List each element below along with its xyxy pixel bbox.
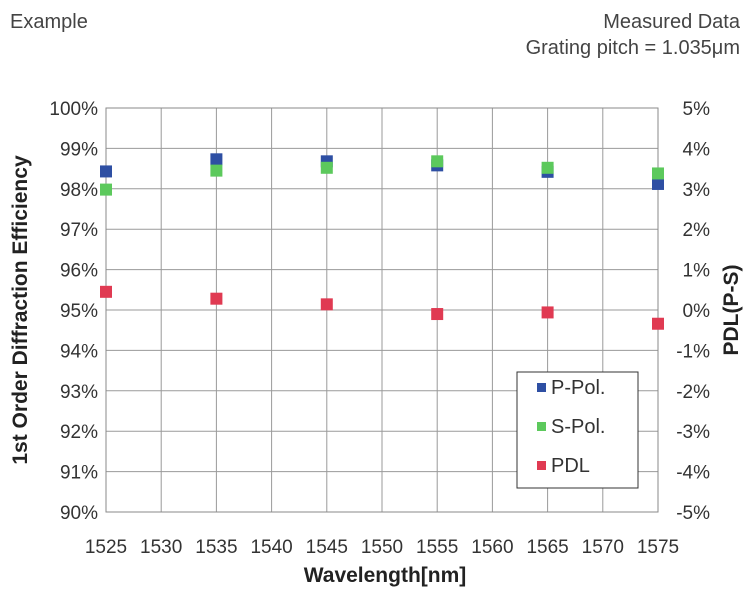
data-point-s-pol	[210, 164, 223, 177]
data-point-s-pol	[320, 161, 333, 174]
y2-axis-title: PDL(P-S)	[720, 265, 743, 356]
y2-axis-ticks: -5% -4% -3% -2% -1% 0% 1% 2% 3% 4% 5%	[676, 99, 710, 524]
legend-label-p-pol: P-Pol.	[551, 377, 605, 399]
data-point-s-pol	[652, 167, 664, 180]
x-tick-label: 1540	[250, 537, 292, 558]
x-axis-title: Wavelength[nm]	[304, 564, 467, 587]
y-tick-label: 93%	[60, 382, 98, 403]
y-tick-label: 98%	[60, 180, 98, 201]
x-tick-label: 1560	[471, 537, 513, 558]
x-tick-label: 1545	[306, 537, 348, 558]
x-tick-label: 1550	[361, 537, 403, 558]
legend: P-Pol. S-Pol. PDL	[516, 371, 639, 489]
y-tick-label: 91%	[60, 463, 98, 484]
y-axis-ticks: 90% 91% 92% 93% 94% 95% 96% 97% 98% 99% 100%	[49, 99, 98, 524]
data-point-pdl	[100, 285, 112, 298]
legend-marker-s-pol	[537, 422, 546, 431]
chart-caption-left: Example	[10, 11, 88, 33]
y-tick-label: 92%	[60, 422, 98, 443]
data-point-s-pol	[431, 155, 444, 168]
data-point-pdl	[320, 298, 333, 311]
y-tick-label: 99%	[60, 139, 98, 160]
x-tick-label: 1555	[416, 537, 458, 558]
legend-marker-pdl	[537, 461, 546, 470]
y-axis-title: 1st Order Diffraction Efficiency	[9, 155, 32, 465]
data-points	[100, 153, 664, 330]
y-tick-label: 100%	[49, 99, 98, 120]
x-tick-label: 1530	[140, 537, 182, 558]
y-tick-label: 96%	[60, 261, 98, 282]
x-tick-label: 1565	[526, 537, 568, 558]
y2-tick-label: 1%	[683, 261, 711, 282]
data-point-pdl	[541, 306, 554, 319]
chart-caption-right-line1: Measured Data	[603, 11, 740, 33]
y2-tick-label: 4%	[683, 139, 711, 160]
data-point-p-pol	[652, 177, 664, 190]
data-point-s-pol	[100, 183, 112, 196]
data-point-p-pol	[100, 165, 112, 178]
x-tick-label: 1570	[582, 537, 624, 558]
y2-tick-label: -1%	[676, 341, 710, 362]
chart-caption-right-line2: Grating pitch = 1.035μm	[525, 37, 740, 59]
y2-tick-label: 0%	[683, 301, 711, 322]
y2-tick-label: -2%	[676, 382, 710, 403]
y2-tick-label: 5%	[683, 99, 711, 120]
y-tick-label: 95%	[60, 301, 98, 322]
data-point-p-pol	[210, 153, 223, 166]
y2-tick-label: 3%	[683, 180, 711, 201]
legend-label-pdl: PDL	[551, 455, 590, 477]
legend-label-s-pol: S-Pol.	[551, 416, 605, 438]
data-point-pdl	[652, 317, 664, 330]
y2-tick-label: -3%	[676, 422, 710, 443]
y2-tick-label: 2%	[683, 220, 711, 241]
data-point-pdl	[210, 292, 223, 305]
plot-area-frame	[105, 107, 659, 513]
x-tick-label: 1535	[195, 537, 237, 558]
data-point-pdl	[431, 308, 444, 321]
data-point-s-pol	[541, 161, 554, 174]
y-tick-label: 90%	[60, 503, 98, 524]
y2-tick-label: -5%	[676, 503, 710, 524]
y-tick-label: 97%	[60, 220, 98, 241]
x-tick-label: 1525	[85, 537, 127, 558]
y-tick-label: 94%	[60, 341, 98, 362]
legend-marker-p-pol	[537, 383, 546, 392]
y2-tick-label: -4%	[676, 463, 710, 484]
x-tick-label: 1575	[637, 537, 679, 558]
x-axis-ticks: 1525 1530 1535 1540 1545 1550 1555 1560 1565 1570…	[85, 537, 679, 558]
